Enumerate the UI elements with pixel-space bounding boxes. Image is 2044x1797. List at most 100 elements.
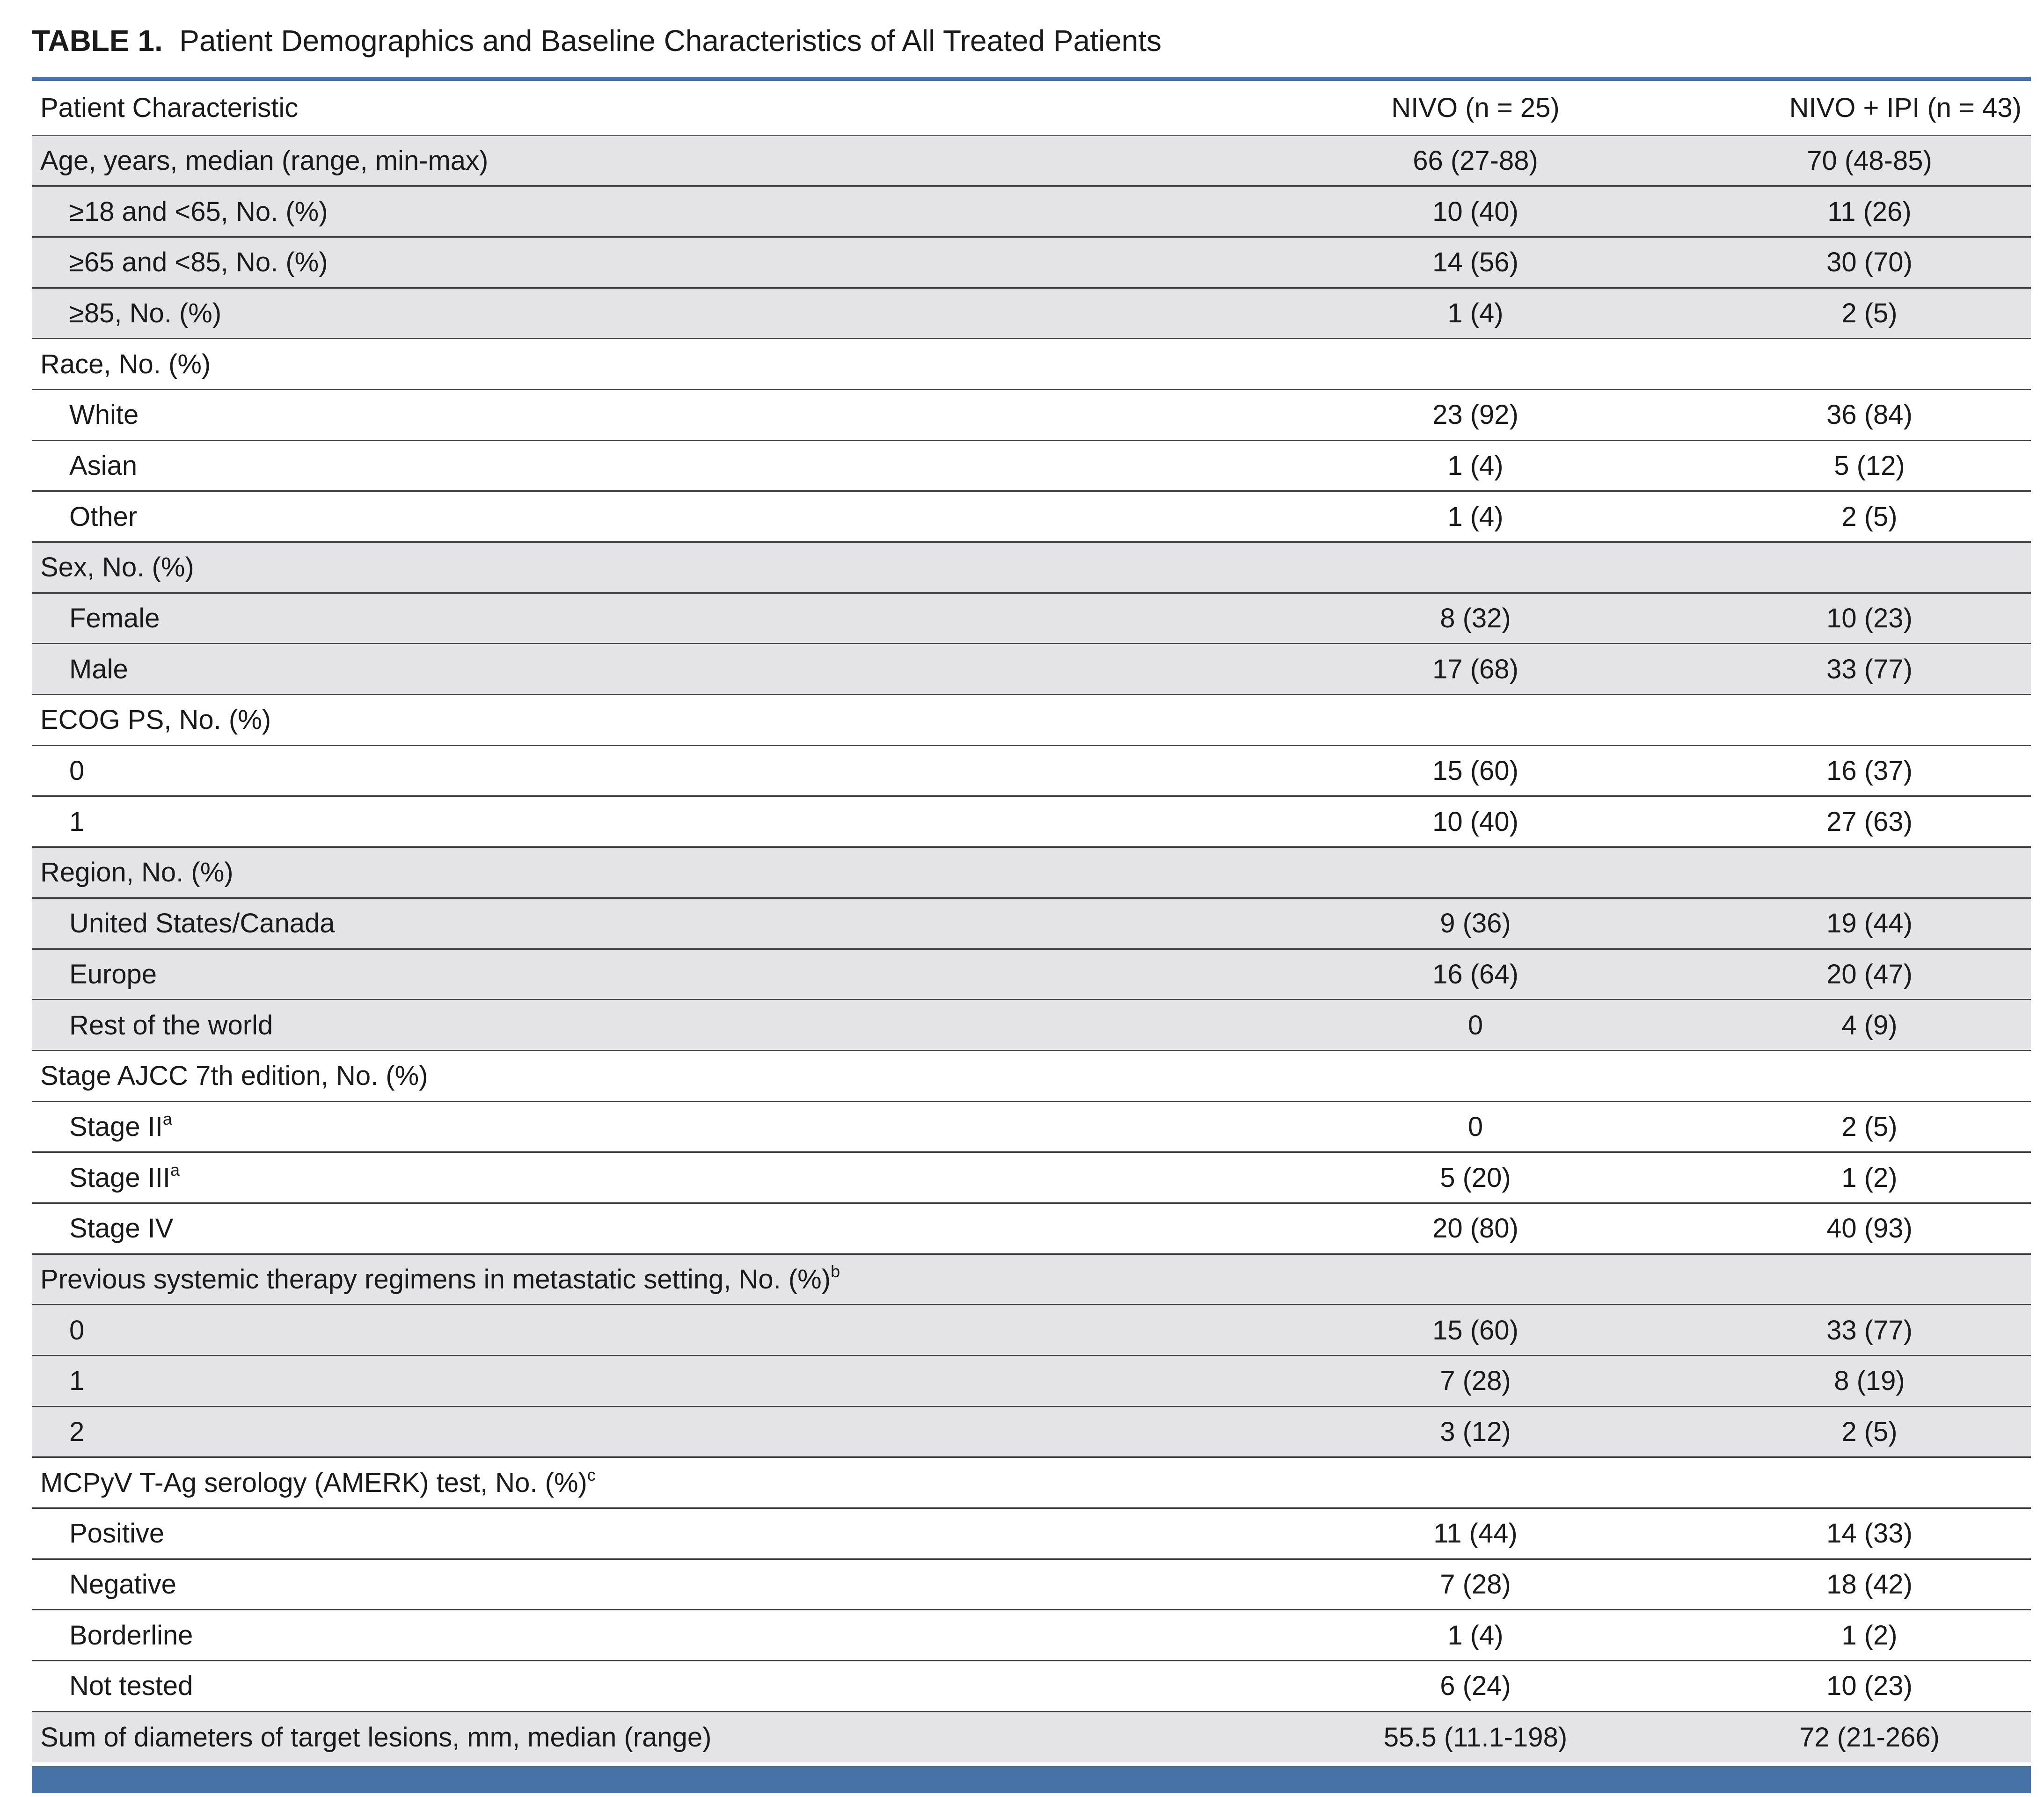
table-row: ECOG PS, No. (%) — [32, 695, 2031, 746]
table-row: Sex, No. (%) — [32, 542, 2031, 593]
table-row: Stage IIIa 5 (20) 1 (2) — [32, 1152, 2031, 1203]
cell-nivo: 1 (4) — [1447, 501, 1504, 532]
cell-nivo-ipi: 20 (47) — [1826, 959, 1913, 989]
row-label: Previous systemic therapy regimens in me… — [32, 1254, 1126, 1305]
header-row: Patient Characteristic NIVO (n = 25) NIV… — [32, 81, 2031, 135]
table-row: 0 15 (60) 33 (77) — [32, 1304, 2031, 1356]
row-label: Sum of diameters of target lesions, mm, … — [32, 1711, 1126, 1762]
row-label-text: ≥18 and <65, No. (%) — [69, 196, 328, 227]
bottom-rule — [32, 1766, 2031, 1793]
row-label-text: 0 — [69, 1315, 85, 1346]
cell-nivo: 5 (20) — [1440, 1162, 1511, 1193]
table-row: Borderline 1 (4) 1 (2) — [32, 1610, 2031, 1661]
table-row: ≥65 and <85, No. (%) 14 (56) 30 (70) — [32, 237, 2031, 288]
row-label: Positive — [32, 1508, 1126, 1559]
row-label: Sex, No. (%) — [32, 542, 1126, 593]
row-label: Not tested — [32, 1661, 1126, 1712]
table-row: 2 3 (12) 2 (5) — [32, 1406, 2031, 1457]
table-row: Age, years, median (range, min-max) 66 (2… — [32, 135, 2031, 186]
cell-nivo: 10 (40) — [1432, 806, 1518, 837]
table-body: Age, years, median (range, min-max) 66 (2… — [32, 135, 2031, 1762]
cell-nivo — [1126, 542, 1624, 593]
table-row: Stage IV 20 (80) 40 (93) — [32, 1203, 2031, 1254]
cell-nivo-ipi: 70 (48-85) — [1807, 145, 1932, 176]
row-label-text: Stage AJCC 7th edition, No. (%) — [40, 1061, 428, 1091]
row-label: Europe — [32, 949, 1126, 1000]
column-header-nivo: NIVO (n = 25) — [1391, 92, 1560, 123]
row-label-text: United States/Canada — [69, 908, 335, 939]
row-label-text: Not tested — [69, 1671, 193, 1702]
row-label: ≥65 and <85, No. (%) — [32, 237, 1126, 288]
table-row: Race, No. (%) — [32, 339, 2031, 390]
footnote-marker: a — [162, 1109, 172, 1128]
table-row: Europe 16 (64) 20 (47) — [32, 949, 2031, 1000]
table-caption-label: TABLE 1. — [32, 24, 163, 58]
cell-nivo-ipi: 1 (2) — [1841, 1162, 1898, 1193]
table-row: ≥85, No. (%) 1 (4) 2 (5) — [32, 288, 2031, 339]
cell-nivo: 66 (27-88) — [1413, 145, 1538, 176]
row-label-text: Borderline — [69, 1620, 193, 1651]
cell-nivo: 8 (32) — [1440, 603, 1511, 634]
cell-nivo-ipi: 2 (5) — [1841, 501, 1898, 532]
column-header-nivo-ipi: NIVO + IPI (n = 43) — [1789, 92, 2022, 123]
cell-nivo-ipi: 10 (23) — [1826, 603, 1913, 634]
row-label: Borderline — [32, 1610, 1126, 1661]
table-caption-text: Patient Demographics and Baseline Charac… — [179, 24, 1162, 58]
cell-nivo-ipi: 4 (9) — [1841, 1010, 1898, 1040]
row-label: Stage AJCC 7th edition, No. (%) — [32, 1050, 1126, 1101]
cell-nivo: 16 (64) — [1432, 959, 1518, 989]
table-row: Rest of the world 0 4 (9) — [32, 999, 2031, 1051]
cell-nivo: 1 (4) — [1447, 298, 1504, 328]
cell-nivo: 23 (92) — [1432, 400, 1518, 430]
row-label-text: ≥85, No. (%) — [69, 298, 222, 328]
table-caption: TABLE 1. Patient Demographics and Baseli… — [32, 21, 2031, 77]
cell-nivo: 1 (4) — [1447, 1620, 1504, 1651]
cell-nivo-ipi: 18 (42) — [1826, 1569, 1913, 1600]
cell-nivo — [1126, 1050, 1624, 1101]
cell-nivo — [1126, 695, 1624, 746]
row-label-text: Previous systemic therapy regimens in me… — [40, 1264, 831, 1295]
cell-nivo-ipi: 30 (70) — [1826, 247, 1913, 278]
row-label-text: Stage II — [69, 1111, 163, 1142]
row-label: 1 — [32, 1356, 1126, 1407]
cell-nivo: 55.5 (11.1-198) — [1383, 1722, 1568, 1753]
row-label: 0 — [32, 745, 1126, 796]
cell-nivo: 6 (24) — [1440, 1671, 1511, 1702]
cell-nivo-ipi: 36 (84) — [1826, 400, 1913, 430]
row-label-text: ECOG PS, No. (%) — [40, 705, 271, 735]
cell-nivo-ipi: 2 (5) — [1841, 298, 1898, 328]
footnote-marker: b — [831, 1261, 840, 1281]
row-label: Negative — [32, 1559, 1126, 1610]
row-label-text: MCPyV T-Ag serology (AMERK) test, No. (%… — [40, 1467, 587, 1498]
cell-nivo-ipi — [1624, 339, 2031, 390]
row-label: 2 — [32, 1406, 1126, 1457]
table-row: ≥18 and <65, No. (%) 10 (40) 11 (26) — [32, 186, 2031, 237]
table-row: Male 17 (68) 33 (77) — [32, 643, 2031, 695]
row-label-text: 2 — [69, 1417, 85, 1448]
row-label-text: White — [69, 400, 139, 430]
cell-nivo-ipi: 33 (77) — [1826, 654, 1913, 684]
top-rule — [32, 77, 2031, 81]
row-label: 0 — [32, 1305, 1126, 1356]
table-row: Positive 11 (44) 14 (33) — [32, 1508, 2031, 1559]
cell-nivo — [1126, 339, 1624, 390]
row-label: United States/Canada — [32, 898, 1126, 949]
cell-nivo-ipi — [1624, 542, 2031, 593]
cell-nivo-ipi: 10 (23) — [1826, 1671, 1913, 1702]
cell-nivo: 7 (28) — [1440, 1366, 1511, 1397]
cell-nivo-ipi: 72 (21-266) — [1799, 1722, 1940, 1753]
cell-nivo-ipi: 1 (2) — [1841, 1620, 1898, 1651]
cell-nivo-ipi: 40 (93) — [1826, 1213, 1913, 1244]
row-label: MCPyV T-Ag serology (AMERK) test, No. (%… — [32, 1457, 1126, 1508]
column-header-characteristic: Patient Characteristic — [40, 92, 299, 123]
row-label-text: Race, No. (%) — [40, 349, 211, 379]
row-label: Stage IIa — [32, 1101, 1126, 1152]
row-label-text: 1 — [69, 806, 85, 837]
table-row: 1 10 (40) 27 (63) — [32, 796, 2031, 847]
row-label-text: 1 — [69, 1366, 85, 1397]
table-row: Negative 7 (28) 18 (42) — [32, 1559, 2031, 1610]
cell-nivo: 15 (60) — [1432, 756, 1518, 786]
row-label: ECOG PS, No. (%) — [32, 695, 1126, 746]
table-row: 1 7 (28) 8 (19) — [32, 1355, 2031, 1407]
cell-nivo-ipi: 8 (19) — [1834, 1366, 1905, 1397]
